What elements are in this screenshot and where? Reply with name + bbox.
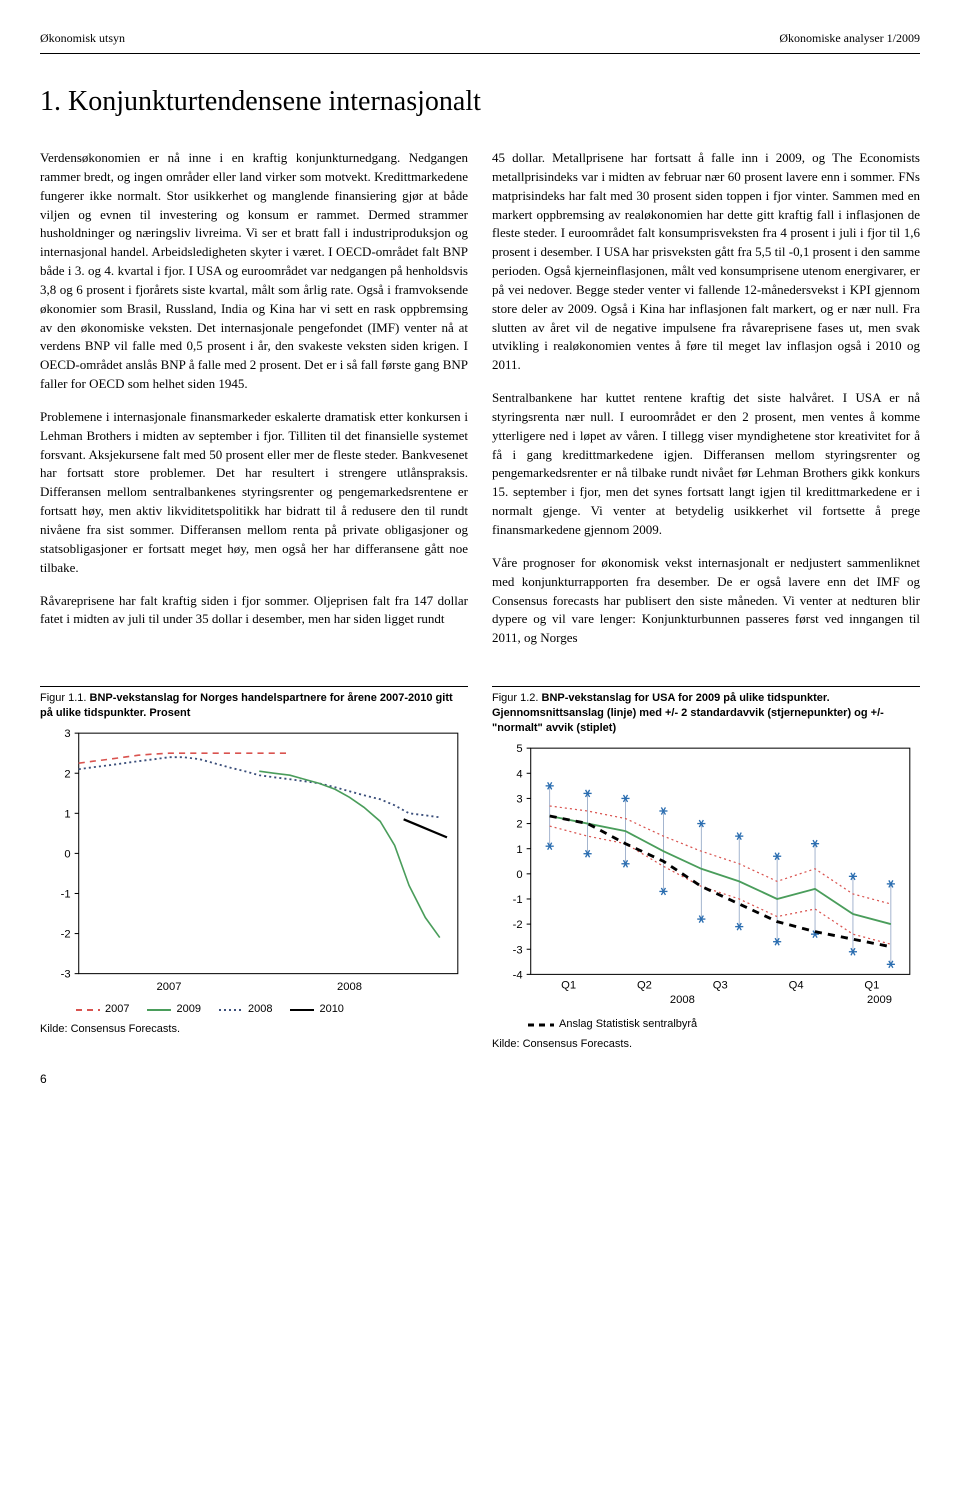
svg-text:1: 1 <box>64 808 70 820</box>
fig2-chart: -4 -3 -2 -1 0 1 2 3 4 5 Q1 Q2 Q3 Q4 Q1 2008 2009 <box>492 740 920 1015</box>
paragraph: Våre prognoser for økonomisk vekst inter… <box>492 554 920 648</box>
svg-text:Q1: Q1 <box>561 979 576 991</box>
fig1-caption-text: BNP-vekstanslag for Norges handelspartne… <box>40 692 453 719</box>
legend-item: Anslag Statistisk sentralbyrå <box>528 1017 697 1033</box>
svg-text:0: 0 <box>64 848 70 860</box>
svg-text:3: 3 <box>516 793 522 805</box>
body-columns: Verdensøkonomien er nå inne i en kraftig… <box>40 149 920 662</box>
fig1-legend: 2007 2009 2008 2010 <box>76 1002 468 1018</box>
header-rule <box>40 53 920 54</box>
fig2-source: Kilde: Consensus Forecasts. <box>492 1037 920 1053</box>
fig2-legend: Anslag Statistisk sentralbyrå <box>528 1017 920 1033</box>
legend-item: 2009 <box>147 1002 200 1018</box>
svg-text:2: 2 <box>64 768 70 780</box>
page-number: 6 <box>40 1071 920 1088</box>
fig2-label: Figur 1.2. <box>492 692 538 704</box>
fig2-caption-text: BNP-vekstanslag for USA for 2009 på ulik… <box>492 692 884 734</box>
svg-text:2008: 2008 <box>670 994 695 1006</box>
svg-text:Q3: Q3 <box>713 979 728 991</box>
figure-2: Figur 1.2. BNP-vekstanslag for USA for 2… <box>492 686 920 1053</box>
legend-item: 2007 <box>76 1002 129 1018</box>
svg-text:-1: -1 <box>513 894 523 906</box>
fig1-label: Figur 1.1. <box>40 692 86 704</box>
right-column: 45 dollar. Metallprisene har fortsatt å … <box>492 149 920 662</box>
figure-row: Figur 1.1. BNP-vekstanslag for Norges ha… <box>40 686 920 1053</box>
figure-1: Figur 1.1. BNP-vekstanslag for Norges ha… <box>40 686 468 1053</box>
svg-text:Q4: Q4 <box>789 979 804 991</box>
svg-text:-2: -2 <box>513 919 523 931</box>
paragraph: Verdensøkonomien er nå inne i en kraftig… <box>40 149 468 394</box>
fig1-chart: -3-2-10123200720082009 <box>40 725 468 1000</box>
svg-text:1: 1 <box>516 843 522 855</box>
legend-item: 2008 <box>219 1002 272 1018</box>
header-right: Økonomiske analyser 1/2009 <box>779 30 920 47</box>
svg-text:2: 2 <box>516 818 522 830</box>
page-header: Økonomisk utsyn Økonomiske analyser 1/20… <box>40 30 920 47</box>
paragraph: Problemene i internasjonale finansmarked… <box>40 408 468 578</box>
svg-text:-2: -2 <box>61 928 71 940</box>
fig1-caption: Figur 1.1. BNP-vekstanslag for Norges ha… <box>40 686 468 721</box>
svg-text:-3: -3 <box>61 968 71 980</box>
left-column: Verdensøkonomien er nå inne i en kraftig… <box>40 149 468 662</box>
page-title: 1. Konjunkturtendensene internasjonalt <box>40 82 920 123</box>
svg-text:5: 5 <box>516 743 522 755</box>
svg-text:-3: -3 <box>513 944 523 956</box>
svg-text:Q1: Q1 <box>864 979 879 991</box>
fig1-source: Kilde: Consensus Forecasts. <box>40 1022 468 1038</box>
svg-text:-1: -1 <box>61 888 71 900</box>
svg-text:-4: -4 <box>513 969 523 981</box>
svg-text:2008: 2008 <box>337 981 362 993</box>
svg-text:2009: 2009 <box>867 994 892 1006</box>
fig2-caption: Figur 1.2. BNP-vekstanslag for USA for 2… <box>492 686 920 736</box>
header-left: Økonomisk utsyn <box>40 30 125 47</box>
svg-text:2007: 2007 <box>157 981 182 993</box>
legend-item: 2010 <box>290 1002 343 1018</box>
paragraph: 45 dollar. Metallprisene har fortsatt å … <box>492 149 920 375</box>
svg-text:Q2: Q2 <box>637 979 652 991</box>
svg-text:0: 0 <box>516 869 522 881</box>
paragraph: Sentralbankene har kuttet rentene krafti… <box>492 389 920 540</box>
svg-text:4: 4 <box>516 768 522 780</box>
paragraph: Råvareprisene har falt kraftig siden i f… <box>40 592 468 630</box>
svg-text:3: 3 <box>64 728 70 740</box>
